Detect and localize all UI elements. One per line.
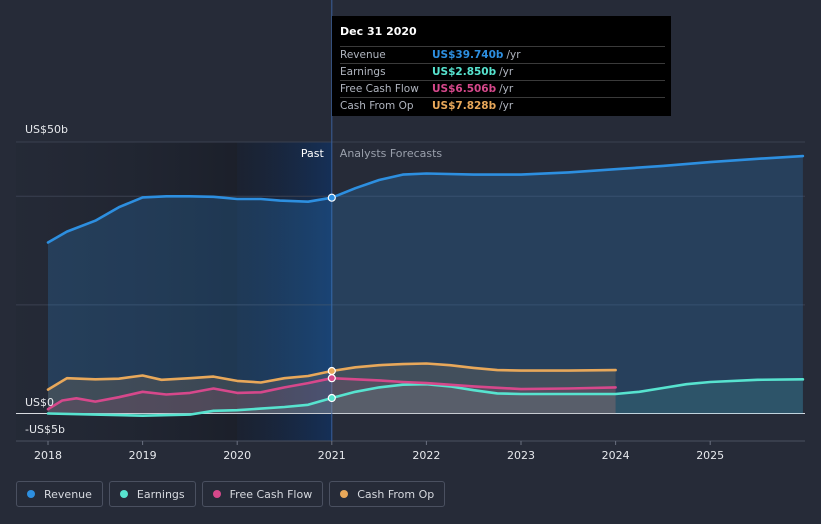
legend-label: Earnings xyxy=(136,487,185,501)
past-label: Past xyxy=(301,147,325,160)
y-axis-label: -US$5b xyxy=(25,423,65,436)
revenue-dot-icon xyxy=(27,490,35,498)
tooltip-label: Cash From Op xyxy=(340,100,414,112)
legend-item-revenue[interactable]: Revenue xyxy=(16,481,103,507)
series-line-cash-from-op xyxy=(46,362,617,391)
y-axis-label: US$0 xyxy=(25,396,54,409)
legend-label: Free Cash Flow xyxy=(229,487,313,501)
tooltip: Dec 31 2020 Revenue US$39.740b /yr Earni… xyxy=(332,16,671,116)
legend-item-cash-from-op[interactable]: Cash From Op xyxy=(329,481,446,507)
tooltip-unit: /yr xyxy=(499,66,514,78)
tooltip-value: US$7.828b xyxy=(432,100,497,112)
x-axis-label: 2021 xyxy=(318,449,346,462)
legend-item-earnings[interactable]: Earnings xyxy=(108,481,196,507)
y-axis-label: US$50b xyxy=(25,123,68,136)
legend-item-free-cash-flow[interactable]: Free Cash Flow xyxy=(201,481,324,507)
tooltip-unit: /yr xyxy=(506,49,521,61)
data-point-earnings xyxy=(327,393,336,403)
x-axis-label: 2018 xyxy=(34,449,62,462)
past-highlight-region xyxy=(237,142,332,441)
x-axis-label: 2020 xyxy=(223,449,251,462)
series-line-earnings xyxy=(46,378,805,417)
tooltip-value: US$39.740b xyxy=(432,49,504,61)
tooltip-label: Earnings xyxy=(340,66,386,78)
forecast-label: Analysts Forecasts xyxy=(340,147,443,160)
cash-from-op-dot-icon xyxy=(340,490,349,498)
series-area-earnings xyxy=(48,379,803,416)
legend-label: Revenue xyxy=(44,487,92,501)
tooltip-date: Dec 31 2020 xyxy=(340,25,417,38)
tooltip-row-cash-from-op: Cash From Op US$7.828b /yr xyxy=(340,97,665,114)
series-area-cash-from-op xyxy=(48,363,616,414)
tooltip-row-revenue: Revenue US$39.740b /yr xyxy=(340,46,665,63)
tooltip-unit: /yr xyxy=(499,100,514,112)
legend-label: Cash From Op xyxy=(357,487,435,501)
data-point-cash-from-op xyxy=(327,366,336,376)
tooltip-unit: /yr xyxy=(499,83,514,95)
x-axis-label: 2023 xyxy=(507,449,535,462)
x-axis-label: 2019 xyxy=(129,449,157,462)
tooltip-row-free-cash-flow: Free Cash Flow US$6.506b /yr xyxy=(340,80,665,97)
legend: Revenue Earnings Free Cash Flow Cash Fro… xyxy=(16,481,446,507)
tooltip-value: US$6.506b xyxy=(432,83,497,95)
x-axis-label: 2024 xyxy=(602,449,630,462)
series-area-revenue xyxy=(48,156,803,414)
series-line-free-cash-flow xyxy=(46,376,617,411)
tooltip-label: Revenue xyxy=(340,49,386,61)
data-point-revenue xyxy=(327,193,336,202)
tooltip-value: US$2.850b xyxy=(432,66,497,78)
data-point-free-cash-flow xyxy=(327,374,336,383)
free-cash-flow-dot-icon xyxy=(212,490,221,498)
earnings-dot-icon xyxy=(119,490,128,498)
x-axis-label: 2022 xyxy=(412,449,440,462)
x-axis-label: 2025 xyxy=(696,449,724,462)
tooltip-label: Free Cash Flow xyxy=(340,83,419,95)
tooltip-row-earnings: Earnings US$2.850b /yr xyxy=(340,63,665,80)
